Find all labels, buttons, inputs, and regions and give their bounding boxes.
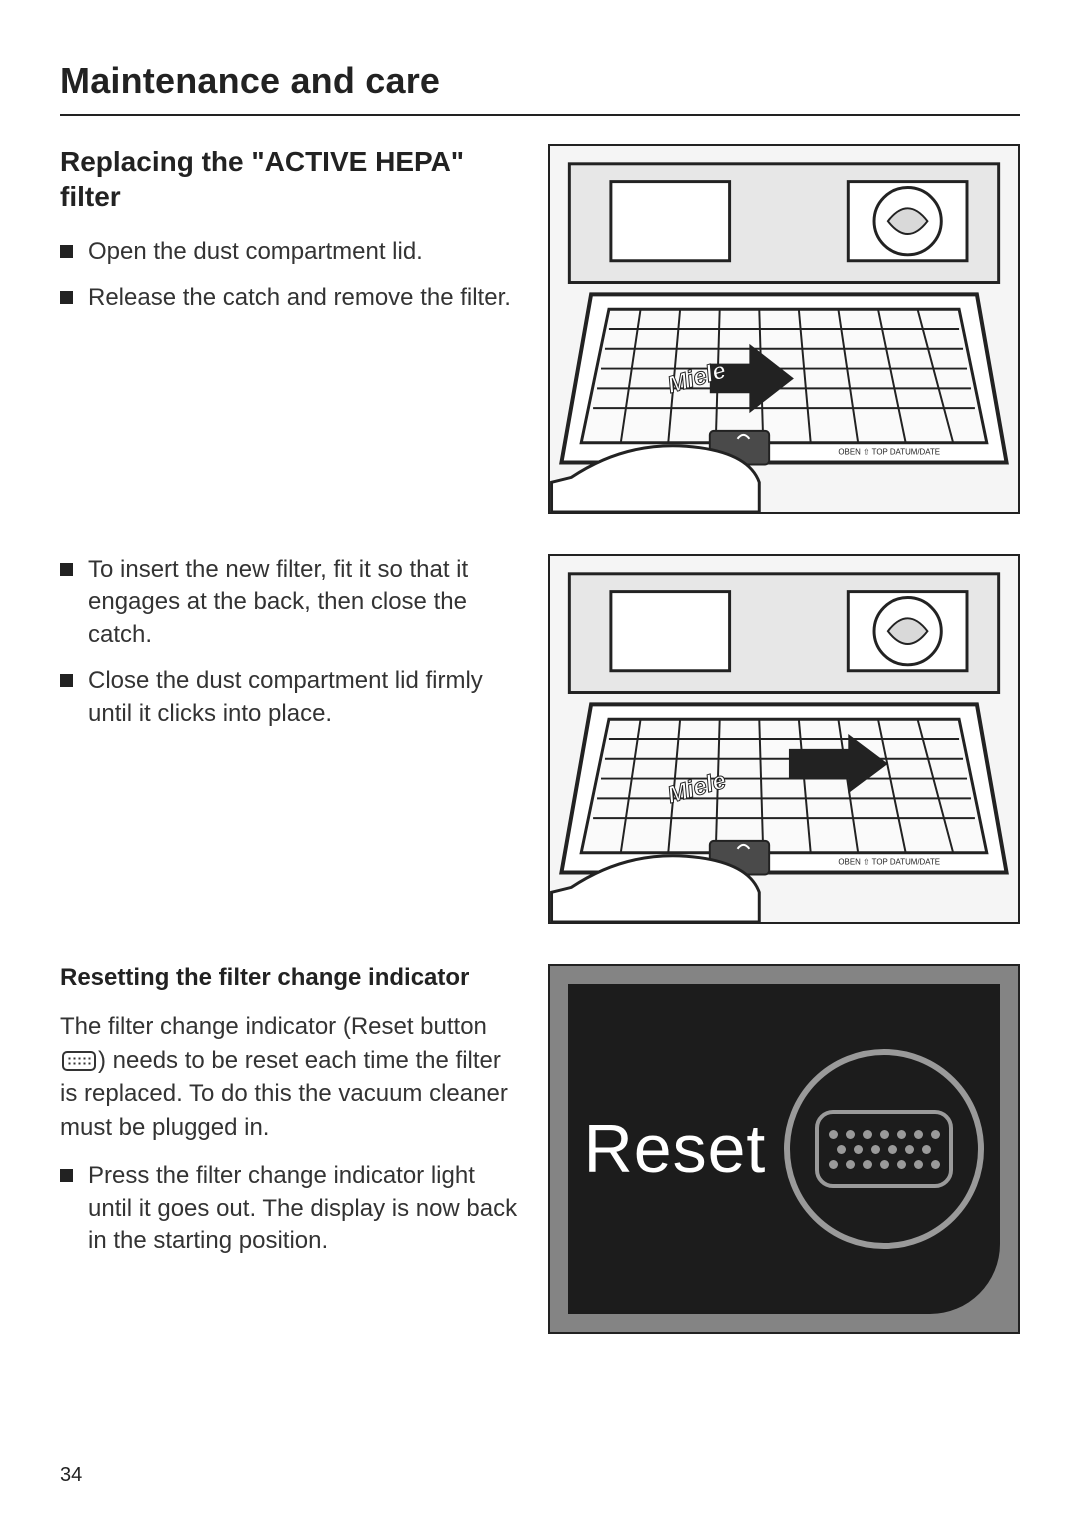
dot-row (829, 1130, 940, 1139)
row-reset-indicator: Resetting the filter change indicator Th… (60, 964, 1020, 1334)
reset-panel-inner: Reset (568, 984, 1000, 1314)
reset-intro-text: The filter change indicator (Reset butto… (60, 1010, 520, 1144)
page-number: 34 (60, 1464, 82, 1487)
figure-reset-panel: Reset (548, 964, 1020, 1334)
reset-label: Reset (584, 1110, 767, 1188)
list-item: Press the filter change indicator light … (60, 1160, 520, 1257)
filter-removal-illustration: Miele OBEN ⇧ TOP DATUM/DATE (550, 146, 1018, 512)
bullets-insert-filter: To insert the new filter, fit it so that… (60, 554, 520, 730)
row-insert-filter: To insert the new filter, fit it so that… (60, 554, 1020, 924)
heading-reset-indicator: Resetting the filter change indicator (60, 964, 520, 992)
heading-replace-filter: Replacing the "ACTIVE HEPA" filter (60, 144, 520, 214)
bullets-reset: Press the filter change indicator light … (60, 1160, 520, 1257)
dot-row (829, 1160, 940, 1169)
list-item: Close the dust compartment lid firmly un… (60, 665, 520, 730)
reset-button-graphic (784, 1049, 984, 1249)
list-item: To insert the new filter, fit it so that… (60, 554, 520, 651)
svg-text:OBEN ⇧ TOP DATUM/DATE: OBEN ⇧ TOP DATUM/DATE (838, 448, 940, 457)
list-item: Release the catch and remove the filter. (60, 282, 520, 314)
page-title: Maintenance and care (60, 60, 1020, 116)
list-item: Open the dust compartment lid. (60, 236, 520, 268)
intro-pre: The filter change indicator (Reset butto… (60, 1013, 487, 1040)
bullets-remove-filter: Open the dust compartment lid. Release t… (60, 236, 520, 315)
intro-post: ) needs to be reset each time the filter… (60, 1047, 508, 1141)
svg-text:OBEN ⇧ TOP DATUM/DATE: OBEN ⇧ TOP DATUM/DATE (838, 858, 940, 867)
filter-insert-illustration: Miele OBEN ⇧ TOP DATUM/DATE (550, 556, 1018, 922)
figure-remove-filter: Miele OBEN ⇧ TOP DATUM/DATE (548, 144, 1020, 514)
reset-button-icon (62, 1051, 96, 1071)
figure-insert-filter: Miele OBEN ⇧ TOP DATUM/DATE (548, 554, 1020, 924)
dot-row (837, 1145, 931, 1154)
reset-button-grid (815, 1110, 953, 1188)
row-replace-filter-remove: Replacing the "ACTIVE HEPA" filter Open … (60, 144, 1020, 514)
